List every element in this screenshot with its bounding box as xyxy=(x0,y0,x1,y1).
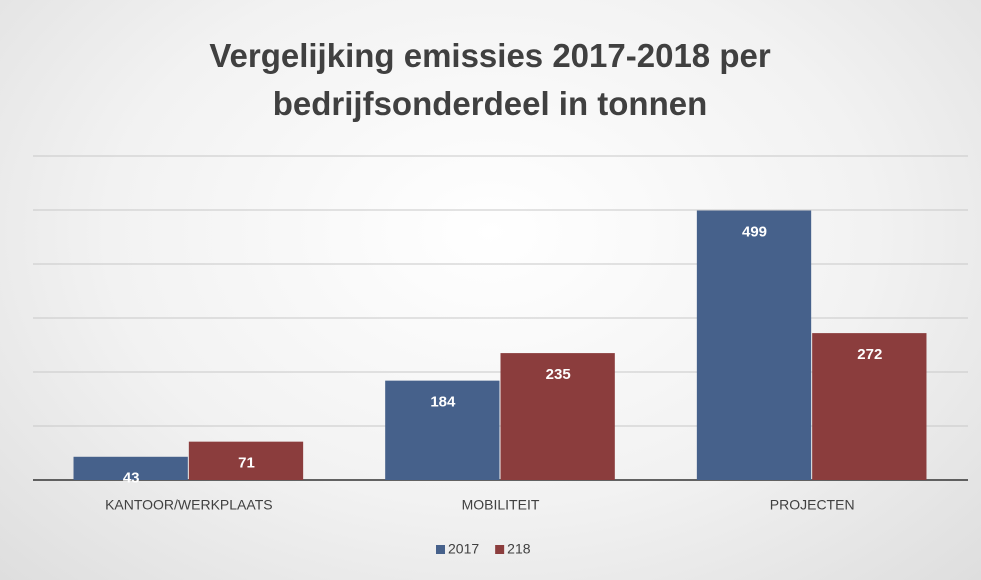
x-tick-label: KANTOOR/WERKPLAATS xyxy=(105,497,273,513)
data-label: 272 xyxy=(857,346,882,363)
bar xyxy=(385,380,500,480)
data-label: 499 xyxy=(742,224,767,241)
chart-title: Vergelijking emissies 2017-2018 per bedr… xyxy=(209,37,771,122)
legend-label: 218 xyxy=(507,541,531,557)
x-tick-label: PROJECTEN xyxy=(770,497,855,513)
data-label: 235 xyxy=(546,366,571,383)
x-tick-label: MOBILITEIT xyxy=(462,497,540,513)
bar xyxy=(500,353,615,480)
data-label: 184 xyxy=(430,394,456,411)
data-label: 71 xyxy=(238,455,255,472)
data-label: 43 xyxy=(123,470,140,487)
bar xyxy=(188,441,304,480)
bar xyxy=(812,333,927,480)
legend-label: 2017 xyxy=(448,541,479,557)
bar xyxy=(696,210,812,481)
legend-swatch xyxy=(436,545,445,554)
bar xyxy=(73,456,188,480)
legend-swatch xyxy=(495,545,505,554)
